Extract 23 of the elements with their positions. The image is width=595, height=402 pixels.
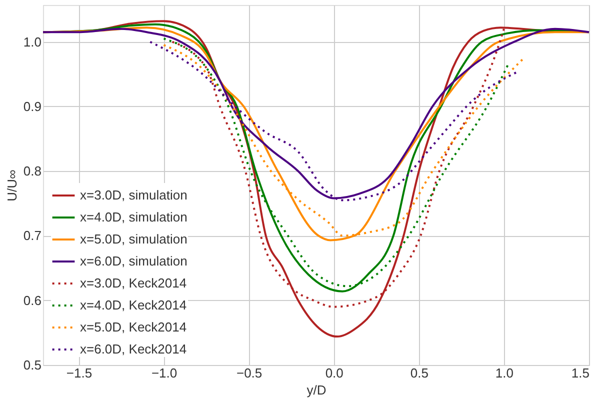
y-tick-label: 0.8	[23, 164, 42, 179]
x-tick-label: 1.0	[495, 366, 514, 380]
y-tick-label: 0.9	[23, 98, 42, 114]
y-tick-label: 0.6	[23, 292, 42, 308]
legend-label: x=6.0D, simulation	[80, 254, 188, 268]
legend-label: x=5.0D, simulation	[80, 232, 188, 246]
line-series	[42, 28, 590, 200]
x-tick-label: 1.5	[571, 366, 590, 380]
legend-label: x=6.0D, Keck2014	[80, 342, 187, 356]
x-tick-label: −1.0	[151, 366, 178, 380]
x-tick-label: −1.5	[66, 366, 92, 380]
y-tick-label: 1.0	[23, 34, 42, 50]
x-tick-label: 0.5	[410, 366, 428, 380]
legend-label: x=3.0D, Keck2014	[80, 276, 187, 290]
legend-label: x=4.0D, simulation	[80, 210, 188, 224]
legend-label: x=5.0D, Keck2014	[80, 320, 187, 334]
y-tick-label: 0.7	[23, 228, 42, 244]
x-tick-label: 0.0	[325, 366, 344, 380]
x-axis-title: y/D	[306, 382, 326, 398]
x-tick-label: −0.5	[236, 366, 262, 380]
legend-label: x=4.0D, Keck2014	[80, 298, 187, 312]
legend-label: x=3.0D, simulation	[80, 188, 188, 202]
y-axis-title: U/U∞	[4, 170, 20, 202]
